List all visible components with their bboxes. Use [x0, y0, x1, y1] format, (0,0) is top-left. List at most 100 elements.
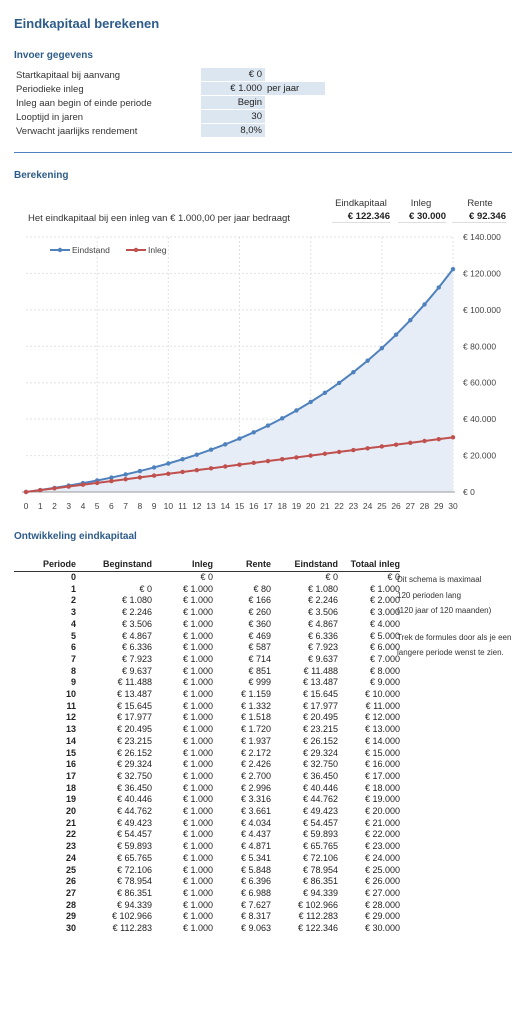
- data-point: [436, 436, 441, 442]
- data-point: [351, 447, 356, 453]
- eindstand-area: [26, 269, 453, 492]
- data-point: [450, 435, 456, 440]
- table-cell: € 2.426: [240, 759, 271, 770]
- table-cell: € 587: [248, 642, 271, 653]
- table-cell: € 44.762: [302, 794, 338, 805]
- data-point: [137, 475, 143, 480]
- legend-marker: [57, 247, 63, 253]
- table-cell: € 15.645: [116, 700, 152, 711]
- table-cell: € 36.450: [116, 782, 152, 793]
- rendement-field[interactable]: 8,0%: [201, 124, 265, 137]
- growth-chart: € 0 € 20.000 € 40.000 € 60.000 € 80.000 € 100…: [22, 232, 501, 511]
- table-cell: € 1.518: [240, 712, 271, 723]
- table-row: 11 € 15.645 € 1.000 € 1.332 € 17.977 € 11.000: [14, 701, 400, 713]
- x-tick-label: 25: [377, 501, 387, 511]
- summary-eindkapitaal: € 122.346: [332, 211, 390, 223]
- table-cell: € 1.000: [182, 677, 213, 688]
- table-cell: € 11.000: [365, 700, 400, 711]
- table-cell: € 59.893: [302, 829, 338, 840]
- data-point: [151, 465, 157, 470]
- table-cell: € 166: [248, 595, 271, 606]
- input-label-start: Startkapitaal bij aanvang: [16, 70, 121, 81]
- looptijd-field[interactable]: 30: [201, 110, 265, 123]
- table-cell: € 1.000: [182, 618, 213, 629]
- col-totaal-inleg: Totaal inleg: [338, 558, 400, 572]
- table-row: 10 € 13.487 € 1.000 € 1.159 € 15.645 € 10.000: [14, 689, 400, 701]
- table-cell: € 13.487: [116, 689, 152, 700]
- table-cell: € 9.637: [121, 665, 152, 676]
- startkapitaal-field[interactable]: € 0: [201, 68, 265, 81]
- table-cell: € 4.034: [240, 817, 271, 828]
- col-inleg: Inleg: [152, 558, 213, 572]
- data-point: [251, 430, 256, 435]
- table-cell: € 11.488: [117, 677, 152, 688]
- table-cell: € 2.246: [121, 607, 152, 618]
- table-cell: € 19.000: [364, 794, 400, 805]
- x-tick-label: 14: [221, 501, 231, 511]
- data-point: [308, 453, 313, 458]
- note-line: Dit schema is maximaal: [397, 575, 482, 584]
- input-heading: Invoer gegevens: [14, 50, 93, 61]
- data-point: [365, 446, 370, 451]
- table-cell: 6: [70, 642, 76, 653]
- table-row: 13 € 20.495 € 1.000 € 1.720 € 23.215 € 13.000: [14, 724, 400, 736]
- data-point: [180, 469, 185, 475]
- data-point: [237, 462, 242, 467]
- col-eindstand: Eindstand: [271, 558, 338, 572]
- x-tick-label: 23: [349, 501, 359, 511]
- table-heading: Ontwikkeling eindkapitaal: [14, 531, 137, 542]
- table-cell: 26: [65, 876, 76, 887]
- table-cell: € 1.000: [182, 887, 213, 898]
- table-row: 22 € 54.457 € 1.000 € 4.437 € 59.893 € 22.000: [14, 829, 400, 841]
- table-row: 5 € 4.867 € 1.000 € 469 € 6.336 € 5.000: [14, 631, 400, 643]
- table-cell: € 1.000: [182, 595, 213, 606]
- table-cell: € 23.215: [302, 724, 338, 735]
- table-cell: € 1.000: [182, 911, 213, 922]
- table-cell: 22: [65, 829, 76, 840]
- inleg-unit-select[interactable]: per jaar: [265, 82, 325, 95]
- y-tick-label: € 120.000: [463, 268, 501, 278]
- y-tick-label: € 140.000: [463, 232, 501, 242]
- table-row: 27 € 86.351 € 1.000 € 6.988 € 94.339 € 27.000: [14, 888, 400, 900]
- periodieke-inleg-field[interactable]: € 1.000: [201, 82, 265, 95]
- table-cell: € 1.000: [182, 829, 213, 840]
- y-tick-label: € 60.000: [463, 378, 496, 388]
- data-point: [80, 482, 86, 487]
- table-cell: € 112.283: [298, 911, 338, 922]
- table-cell: € 4.867: [307, 618, 338, 629]
- table-cell: € 1.937: [240, 735, 271, 746]
- table-row: 7 € 7.923 € 1.000 € 714 € 9.637 € 7.000: [14, 654, 400, 666]
- table-cell: € 9.000: [369, 677, 400, 688]
- table-cell: € 7.923: [307, 642, 338, 653]
- timing-field[interactable]: Begin: [201, 96, 265, 109]
- table-cell: € 360: [248, 618, 271, 629]
- table-cell: € 2.700: [240, 770, 271, 781]
- table-cell: € 0: [325, 572, 338, 582]
- table-cell: 21: [65, 817, 76, 828]
- table-cell: € 1.000: [182, 794, 213, 805]
- table-cell: € 2.996: [240, 782, 271, 793]
- data-point: [308, 399, 313, 405]
- table-cell: € 6.396: [240, 876, 271, 887]
- table-cell: € 80: [253, 583, 271, 594]
- data-point: [223, 442, 228, 447]
- x-tick-label: 15: [235, 501, 245, 511]
- table-cell: € 1.000: [182, 747, 213, 758]
- table-cell: [213, 572, 271, 584]
- table-cell: € 1.000: [182, 770, 213, 781]
- summary-header-inleg: Inleg: [410, 198, 432, 209]
- x-tick-label: 29: [434, 501, 444, 511]
- table-cell: 17: [65, 770, 76, 781]
- table-cell: € 65.765: [302, 841, 338, 852]
- table-cell: 3: [70, 607, 76, 618]
- x-tick-label: 21: [320, 501, 330, 511]
- table-cell: 1: [70, 583, 76, 594]
- table-cell: € 3.661: [240, 806, 271, 817]
- table-cell: 11: [66, 700, 76, 711]
- data-point: [408, 440, 413, 446]
- table-cell: € 54.457: [116, 829, 152, 840]
- table-cell: € 3.000: [369, 607, 400, 618]
- table-cell: € 1.000: [182, 642, 213, 653]
- table-cell: € 1.000: [182, 724, 213, 735]
- table-row: 26 € 78.954 € 1.000 € 6.396 € 86.351 € 26.000: [14, 876, 400, 888]
